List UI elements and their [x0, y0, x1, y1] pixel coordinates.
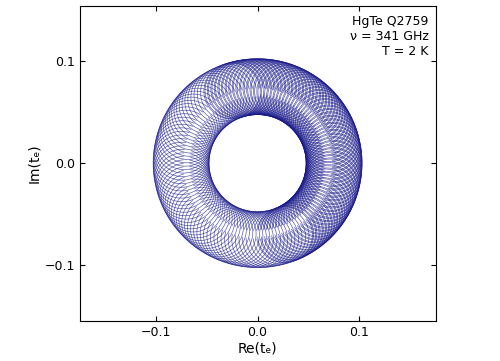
- Text: HgTe Q2759
ν = 341 GHz
T = 2 K: HgTe Q2759 ν = 341 GHz T = 2 K: [350, 15, 428, 58]
- X-axis label: Re(tₑ): Re(tₑ): [238, 342, 278, 356]
- Y-axis label: Im(tₑ): Im(tₑ): [28, 143, 42, 183]
